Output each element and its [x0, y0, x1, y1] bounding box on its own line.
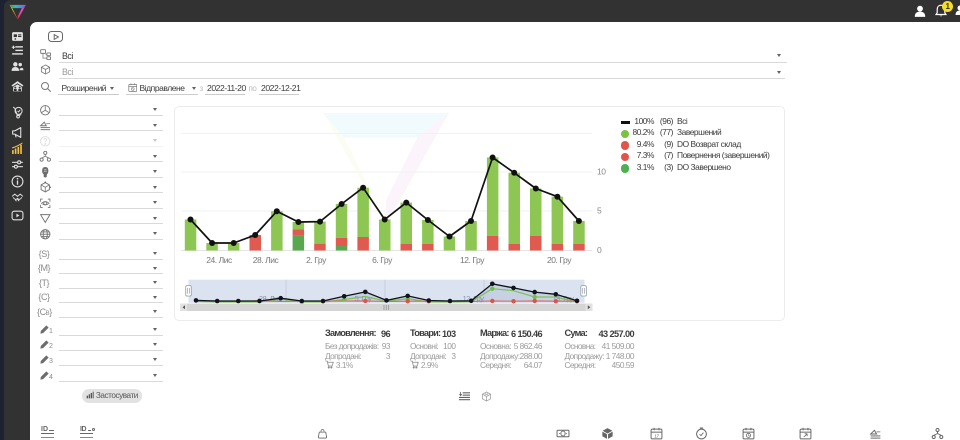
svg-text:24. Лис: 24. Лис — [206, 255, 233, 265]
svg-text:0: 0 — [597, 245, 602, 255]
svg-text:12. Гру: 12. Гру — [460, 255, 485, 265]
svg-text:28. Лис: 28. Лис — [253, 255, 280, 265]
svg-text:6. Гру: 6. Гру — [372, 255, 393, 265]
svg-text:28. Лис: 28. Лис — [259, 294, 282, 303]
svg-text:10: 10 — [597, 167, 606, 177]
svg-text:2. Гру: 2. Гру — [306, 255, 327, 265]
svg-text:5: 5 — [597, 206, 602, 216]
svg-text:5. Гру: 5. Гру — [354, 294, 372, 303]
svg-text:17: 17 — [654, 434, 659, 439]
svg-text:20. Гру: 20. Гру — [547, 255, 572, 265]
